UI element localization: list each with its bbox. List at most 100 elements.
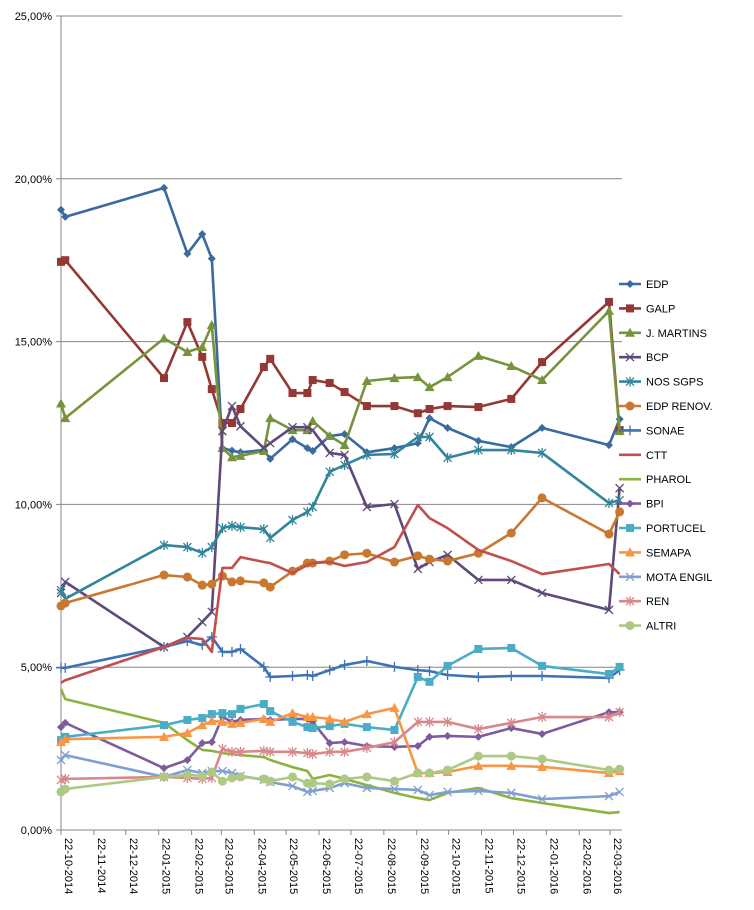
data-point — [288, 515, 297, 526]
data-point — [302, 506, 312, 517]
data-point — [604, 712, 614, 723]
data-point — [615, 662, 624, 671]
data-point — [625, 572, 635, 582]
data-point — [308, 778, 318, 788]
legend-item-edp[interactable]: EDP — [619, 279, 669, 291]
data-point — [473, 760, 484, 770]
data-point — [442, 372, 453, 382]
legend-item-bpi[interactable]: BPI — [619, 499, 664, 511]
data-point — [217, 426, 227, 436]
data-point — [197, 580, 207, 590]
series-line — [60, 258, 621, 431]
legend-item-mota-engil[interactable]: MOTA ENGIL — [619, 572, 712, 584]
data-point — [362, 723, 371, 732]
data-point — [218, 419, 227, 427]
data-point — [340, 738, 349, 747]
legend-label: J. MARTINS — [646, 328, 707, 340]
data-point — [474, 732, 483, 741]
data-point — [207, 254, 216, 263]
data-point — [60, 598, 70, 608]
data-point — [506, 575, 516, 585]
data-point — [302, 422, 312, 432]
series-line — [60, 503, 621, 684]
data-point — [288, 746, 297, 757]
legend-item-bcp[interactable]: BCP — [619, 352, 669, 364]
data-point — [236, 746, 245, 757]
legend-item-sonae[interactable]: SONAE — [619, 425, 685, 437]
data-point — [303, 444, 312, 453]
data-point — [362, 449, 372, 460]
data-point — [425, 414, 434, 423]
data-point — [325, 722, 334, 731]
data-point — [474, 436, 483, 445]
legend-item-ctt[interactable]: CTT — [619, 450, 668, 462]
data-point — [206, 631, 217, 642]
data-point — [207, 767, 217, 777]
data-point — [604, 605, 614, 615]
legend-item-altri[interactable]: ALTRI — [619, 621, 676, 633]
data-point — [288, 781, 297, 791]
data-point — [207, 710, 216, 719]
data-point — [339, 659, 350, 670]
data-point — [227, 401, 237, 411]
x-tick-label: 22-12-2014 — [127, 838, 139, 894]
legend-item-j-martins[interactable]: J. MARTINS — [619, 327, 707, 340]
data-point — [625, 352, 635, 362]
x-tick-label: 22-12-2015 — [514, 838, 526, 894]
data-point — [265, 746, 275, 757]
data-point — [625, 621, 635, 631]
data-point — [443, 661, 452, 670]
legend-label: NOS SGPS — [646, 377, 703, 389]
legend-item-edp-renov[interactable]: EDP RENOV. — [619, 401, 713, 413]
series-layer — [56, 183, 625, 815]
series-line — [59, 309, 621, 459]
data-point — [362, 502, 372, 512]
data-point — [443, 765, 453, 775]
data-point — [443, 731, 452, 740]
data-point — [625, 327, 635, 337]
legend-item-pharol[interactable]: PHAROL — [619, 474, 691, 486]
data-point — [390, 499, 399, 509]
axes: 0,00% 5,00% 10,00% 15,00% 20,00% 25,00% 22-10-… — [15, 11, 623, 894]
data-point — [206, 715, 217, 725]
data-point — [625, 376, 635, 387]
legend-item-ren[interactable]: REN — [619, 596, 669, 608]
data-point — [159, 731, 170, 741]
data-point — [389, 373, 400, 383]
data-point — [258, 661, 269, 672]
series-nos-sgps — [56, 432, 625, 604]
data-point — [537, 794, 547, 804]
data-point — [339, 716, 350, 726]
data-point — [259, 362, 268, 371]
data-point — [302, 670, 313, 681]
data-point — [217, 776, 227, 786]
data-point — [473, 350, 484, 360]
data-point — [604, 670, 613, 679]
data-point — [207, 738, 216, 747]
data-point — [182, 727, 193, 737]
data-point — [160, 764, 169, 773]
data-point — [626, 499, 634, 508]
legend-item-semapa[interactable]: SEMAPA — [619, 547, 692, 559]
legend-item-galp[interactable]: GALP — [619, 303, 675, 315]
series-line — [59, 688, 620, 815]
data-point — [361, 375, 372, 385]
x-tick-label: 22-02-2016 — [580, 838, 592, 894]
x-tick-label: 22-03-2016 — [611, 838, 623, 894]
data-point — [443, 556, 453, 566]
data-point — [160, 374, 169, 383]
data-point — [324, 431, 335, 441]
data-point — [537, 712, 547, 723]
legend-item-nos-sgps[interactable]: NOS SGPS — [619, 376, 703, 389]
data-point — [235, 450, 246, 460]
data-point — [287, 425, 298, 435]
y-tick-label: 15,00% — [15, 337, 53, 349]
legend-item-portucel[interactable]: PORTUCEL — [619, 523, 706, 535]
data-point — [217, 646, 228, 657]
data-point — [227, 710, 236, 719]
data-point — [625, 547, 635, 557]
data-point — [537, 761, 548, 771]
series-j-martins — [56, 305, 625, 462]
legend-label: SONAE — [646, 425, 685, 437]
